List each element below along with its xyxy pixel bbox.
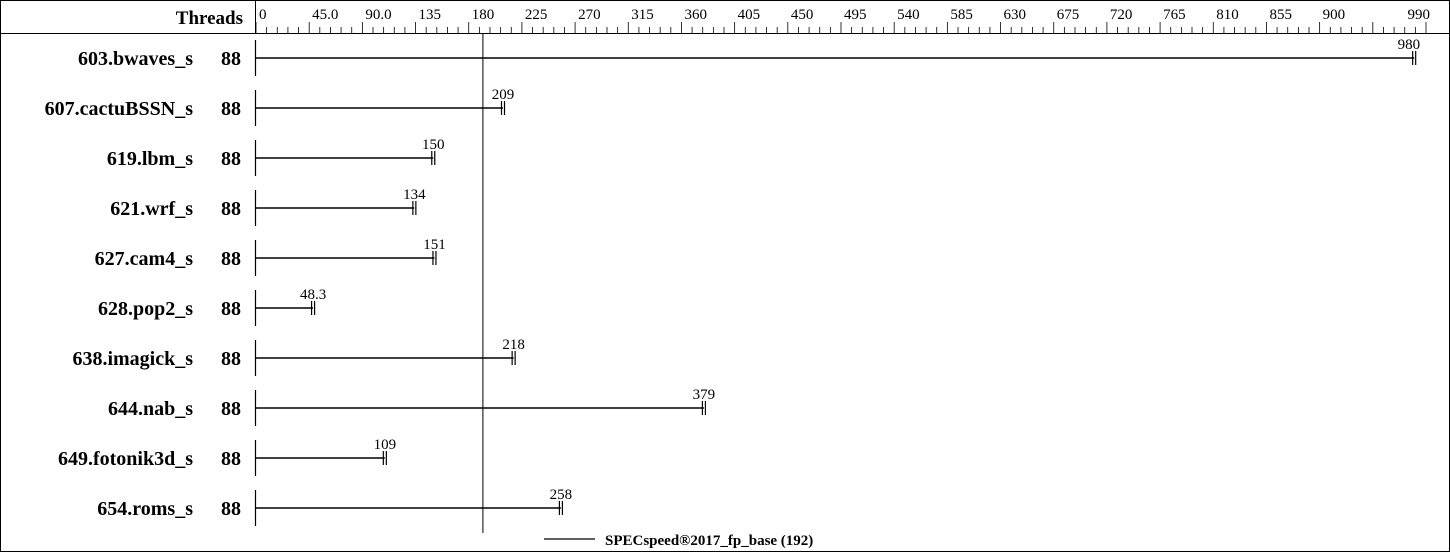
benchmark-row: 619.lbm_s 88 150	[107, 137, 445, 176]
benchmark-name: 628.pop2_s	[98, 298, 193, 320]
benchmark-row: 638.imagick_s 88 218	[72, 337, 525, 376]
tick-label: 45.0	[312, 7, 338, 23]
benchmark-row: 607.cactuBSSN_s 88 209	[45, 87, 515, 126]
value-label: 379	[693, 387, 716, 403]
value-label: 134	[403, 187, 426, 203]
value-label: 150	[422, 137, 445, 153]
tick-label: 675	[1057, 7, 1080, 23]
benchmark-name: 621.wrf_s	[110, 198, 193, 220]
benchmark-row: 627.cam4_s 88 151	[95, 237, 446, 276]
tick-label: 630	[1004, 7, 1026, 23]
tick-label: 585	[950, 7, 973, 23]
benchmark-row: 621.wrf_s 88 134	[110, 187, 426, 226]
benchmark-name: 627.cam4_s	[95, 248, 194, 270]
tick-label: 360	[684, 7, 707, 23]
thread-count: 88	[221, 298, 241, 320]
benchmark-name: 649.fotonik3d_s	[58, 448, 193, 470]
value-label: 151	[423, 237, 446, 253]
tick-label: 990	[1408, 7, 1431, 23]
thread-count: 88	[221, 248, 241, 270]
value-label: 209	[492, 87, 515, 103]
value-label: 218	[502, 337, 525, 353]
tick-label: 270	[578, 7, 601, 23]
thread-count: 88	[221, 348, 241, 370]
tick-label: 720	[1110, 7, 1133, 23]
value-label: 258	[550, 487, 573, 503]
tick-label: 450	[791, 7, 814, 23]
benchmark-row: 644.nab_s 88 379	[108, 387, 715, 426]
benchmark-name: 603.bwaves_s	[78, 48, 193, 70]
tick-label: 495	[844, 7, 867, 23]
benchmark-row: 654.roms_s 88 258	[97, 487, 572, 526]
benchmark-name: 654.roms_s	[97, 498, 193, 520]
thread-count: 88	[221, 98, 241, 120]
thread-count: 88	[221, 48, 241, 70]
threads-header: Threads	[176, 8, 243, 29]
tick-label: 225	[525, 7, 548, 23]
tick-label: 135	[419, 7, 442, 23]
value-label: 109	[374, 437, 397, 453]
thread-count: 88	[221, 448, 241, 470]
benchmark-row: 649.fotonik3d_s 88 109	[58, 437, 396, 476]
tick-label: 0	[259, 7, 267, 23]
benchmark-name: 607.cactuBSSN_s	[45, 98, 194, 120]
tick-label: 900	[1323, 7, 1346, 23]
benchmark-name: 619.lbm_s	[107, 148, 193, 170]
tick-label: 180	[472, 7, 495, 23]
tick-label: 540	[897, 7, 920, 23]
legend: SPECspeed®2017_fp_base (192)	[544, 533, 813, 549]
benchmark-name: 644.nab_s	[108, 398, 193, 420]
value-label: 980	[1398, 37, 1421, 53]
benchmark-row: 628.pop2_s 88 48.3	[98, 287, 326, 326]
tick-label: 855	[1269, 7, 1292, 23]
tick-label: 405	[738, 7, 761, 23]
benchmark-rows: 603.bwaves_s 88 980 607.cactuBSSN_s 88 209 619…	[45, 37, 1420, 526]
x-axis: 0 45.0 90.0 135 180 225 270 315 360 405 450 495 540 5…	[255, 0, 1431, 33]
legend-label: SPECspeed®2017_fp_base (192)	[605, 533, 813, 549]
thread-count: 88	[221, 398, 241, 420]
benchmark-name: 638.imagick_s	[72, 348, 193, 370]
tick-label: 810	[1216, 7, 1239, 23]
value-label: 48.3	[300, 287, 326, 303]
tick-label: 90.0	[365, 7, 391, 23]
thread-count: 88	[221, 498, 241, 520]
benchmark-row: 603.bwaves_s 88 980	[78, 37, 1420, 76]
tick-label: 765	[1163, 7, 1186, 23]
tick-label: 315	[631, 7, 654, 23]
thread-count: 88	[221, 198, 241, 220]
thread-count: 88	[221, 148, 241, 170]
